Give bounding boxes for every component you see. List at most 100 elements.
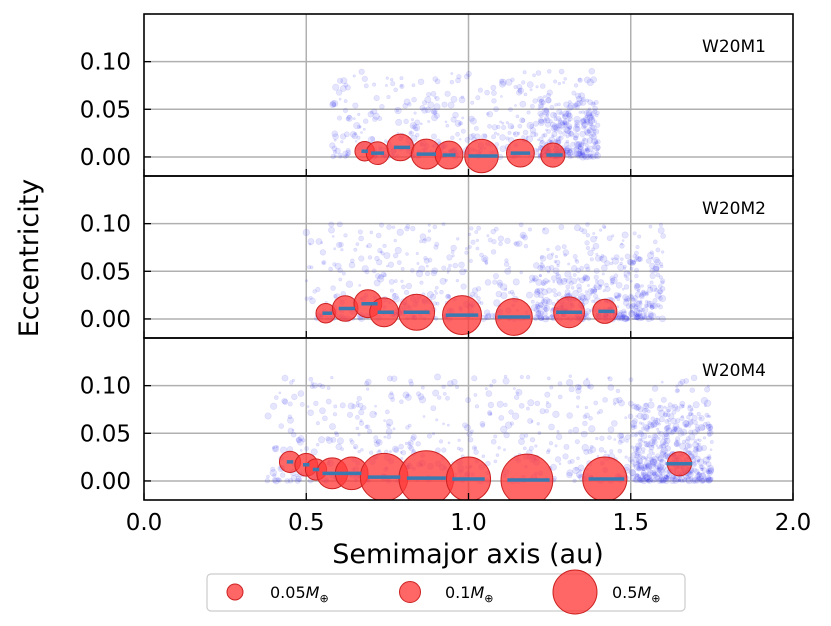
debris-point [417, 393, 425, 401]
debris-point [373, 439, 377, 443]
debris-point [408, 130, 414, 137]
debris-point [542, 118, 548, 123]
debris-point [583, 263, 590, 270]
debris-point [541, 310, 548, 318]
debris-point [538, 274, 542, 278]
debris-point [589, 257, 594, 262]
debris-point [698, 478, 702, 482]
debris-point [642, 407, 648, 414]
debris-point [326, 386, 331, 391]
debris-point [540, 299, 545, 304]
debris-point [633, 424, 638, 429]
debris-point [282, 398, 289, 405]
debris-point [543, 307, 549, 313]
debris-point [270, 466, 276, 472]
debris-point [585, 245, 591, 251]
debris-point [332, 133, 339, 140]
debris-point [410, 225, 416, 232]
debris-point [582, 137, 586, 142]
debris-point [535, 301, 540, 306]
debris-point [336, 221, 343, 228]
debris-point [647, 311, 654, 318]
debris-point [549, 314, 554, 318]
debris-point [346, 411, 354, 418]
debris-point [349, 131, 357, 138]
debris-point [586, 316, 591, 321]
debris-point [319, 407, 326, 415]
debris-point [339, 154, 342, 158]
debris-point [434, 96, 440, 102]
debris-point [642, 474, 648, 479]
debris-point [484, 260, 489, 265]
debris-point [625, 298, 629, 301]
debris-point [644, 425, 650, 430]
debris-point [583, 110, 590, 117]
debris-point [666, 418, 672, 423]
debris-point [379, 103, 385, 110]
debris-point [649, 475, 657, 484]
debris-point [632, 305, 639, 311]
debris-point [576, 150, 583, 157]
debris-point [273, 395, 279, 400]
debris-point [331, 102, 337, 108]
debris-point [484, 261, 488, 266]
debris-point [422, 100, 428, 106]
debris-point [566, 471, 573, 479]
debris-point [543, 307, 548, 312]
debris-point [402, 103, 408, 109]
debris-point [411, 124, 416, 129]
debris-point [367, 111, 374, 118]
debris-point [479, 420, 486, 427]
debris-point [376, 439, 381, 444]
debris-point [551, 275, 557, 282]
debris-point [430, 90, 437, 97]
debris-point [657, 454, 665, 462]
debris-point [675, 441, 680, 447]
debris-point [629, 259, 636, 266]
debris-point [684, 447, 689, 451]
debris-point [690, 408, 694, 412]
debris-point [628, 377, 634, 383]
debris-point [446, 267, 451, 272]
debris-point [677, 479, 681, 483]
debris-point [573, 83, 579, 88]
debris-point [584, 240, 590, 246]
debris-point [458, 137, 462, 141]
debris-point [340, 133, 347, 140]
debris-point [578, 143, 582, 147]
debris-point [529, 280, 532, 284]
debris-point [640, 432, 648, 440]
debris-point [297, 438, 304, 446]
debris-point [644, 440, 648, 444]
debris-point [533, 262, 540, 269]
debris-point [577, 384, 582, 390]
debris-point [687, 419, 694, 425]
debris-point [706, 469, 713, 476]
debris-point [654, 287, 659, 293]
debris-point [554, 103, 558, 107]
debris-point [342, 107, 349, 113]
debris-point [660, 280, 665, 285]
debris-point [623, 264, 627, 269]
debris-point [541, 288, 549, 296]
debris-point [559, 111, 564, 116]
debris-point [650, 458, 658, 466]
debris-point [477, 300, 482, 304]
debris-point [530, 304, 539, 312]
debris-point [639, 299, 643, 303]
debris-point [662, 477, 668, 483]
debris-point [307, 265, 312, 270]
debris-point [645, 258, 652, 264]
debris-point [536, 287, 543, 294]
debris-point [415, 270, 424, 278]
debris-point [546, 316, 550, 320]
debris-point [577, 143, 585, 150]
debris-point [602, 289, 606, 293]
debris-point [458, 261, 465, 269]
debris-point [514, 241, 520, 247]
debris-point [362, 127, 366, 131]
debris-point [271, 477, 278, 484]
debris-point [549, 385, 554, 390]
debris-point [633, 283, 640, 290]
debris-point [689, 472, 693, 476]
